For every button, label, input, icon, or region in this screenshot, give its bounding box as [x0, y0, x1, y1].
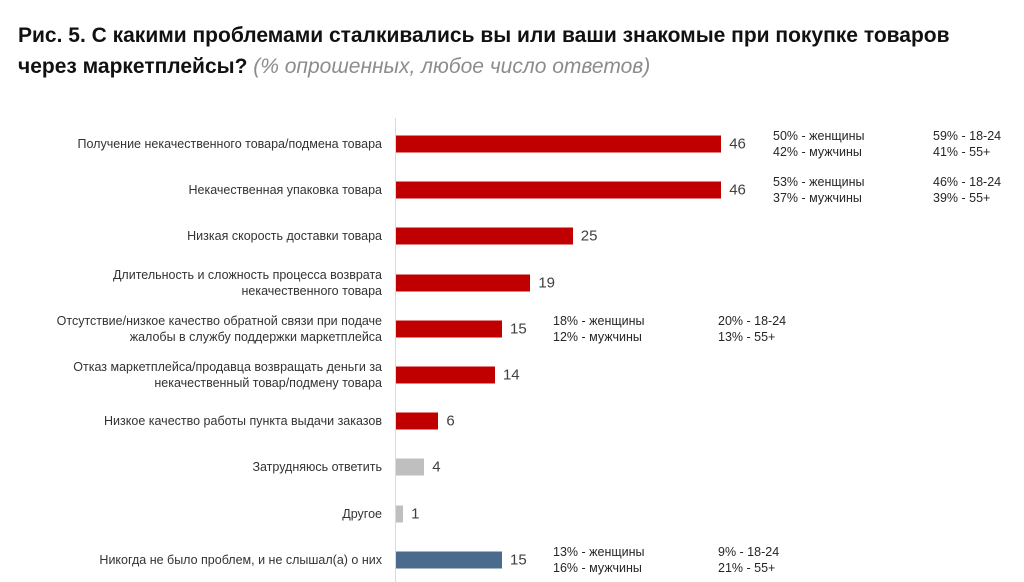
- bar: [396, 274, 531, 292]
- data-label: 15: [510, 320, 527, 338]
- bar: [396, 320, 503, 338]
- age-breakdown: 46% - 18-24 39% - 55+: [933, 174, 1001, 206]
- chart-subtitle: (% опрошенных, любое число ответов): [253, 55, 651, 78]
- age-value: 9% - 18-24: [718, 544, 780, 559]
- age-breakdown: 9% - 18-24 21% - 55+: [718, 544, 779, 576]
- gender-value: 13% - женщины: [553, 544, 645, 559]
- gender-value: 12% - мужчины: [553, 329, 642, 344]
- category-label: Затрудняюсь ответить: [252, 460, 382, 475]
- age-value: 39% - 55+: [933, 191, 991, 206]
- chart-title: Рис. 5. С какими проблемами сталкивались…: [18, 20, 1008, 82]
- age-value: 59% - 18-24: [933, 129, 1002, 143]
- data-label: 4: [432, 458, 441, 476]
- bar: [396, 412, 439, 430]
- y-axis-line: [395, 118, 396, 582]
- data-label: 1: [411, 505, 420, 523]
- gender-value: 16% - мужчины: [553, 560, 642, 575]
- category-label: Никогда не было проблем, и не слышал(а) …: [99, 552, 382, 567]
- bar: [396, 505, 404, 523]
- bar: [396, 181, 722, 199]
- category-label: Некачественная упаковка товара: [188, 183, 382, 198]
- age-value: 13% - 55+: [718, 329, 776, 344]
- age-value: 41% - 55+: [933, 145, 991, 159]
- age-value: 21% - 55+: [718, 560, 776, 575]
- age-breakdown: 59% - 18-24 41% - 55+: [933, 128, 1001, 160]
- bar: [396, 135, 722, 153]
- category-label: Отказ маркетплейса/продавца возвращать д…: [73, 360, 382, 390]
- bar: [396, 551, 503, 569]
- data-label: 46: [729, 181, 746, 199]
- data-label: 46: [729, 135, 746, 153]
- age-value: 20% - 18-24: [718, 313, 787, 328]
- gender-value: 53% - женщины: [773, 175, 865, 190]
- title-main: Рис. 5. С какими проблемами сталкивались…: [18, 24, 950, 78]
- gender-value: 37% - мужчины: [773, 191, 862, 206]
- category-label: Другое: [342, 506, 382, 521]
- category-label: Получение некачественного товара/подмена…: [77, 137, 383, 151]
- age-value: 46% - 18-24: [933, 175, 1002, 190]
- gender-breakdown: 18% - женщины 12% - мужчины: [553, 313, 645, 345]
- data-label: 14: [502, 366, 520, 384]
- category-label: Отсутствие/низкое качество обратной связ…: [56, 313, 382, 344]
- gender-breakdown: 53% - женщины 37% - мужчины: [773, 174, 865, 206]
- category-label: Низкое качество работы пункта выдачи зак…: [104, 414, 382, 429]
- data-label: 25: [580, 227, 598, 245]
- data-label: 19: [538, 274, 556, 292]
- gender-breakdown: 50% - женщины 42% - мужчины: [773, 128, 865, 160]
- gender-value: 50% - женщины: [773, 129, 865, 143]
- bar: [396, 227, 573, 245]
- category-label: Длительность и сложность процесса возвра…: [112, 267, 382, 298]
- category-label: Низкая скорость доставки товара: [187, 229, 382, 244]
- data-label: 15: [510, 551, 527, 569]
- bar: [396, 366, 495, 384]
- bar: [396, 458, 425, 476]
- gender-value: 18% - женщины: [553, 313, 645, 328]
- data-label: 6: [446, 412, 455, 430]
- gender-breakdown: 13% - женщины 16% - мужчины: [553, 544, 645, 576]
- gender-value: 42% - мужчины: [773, 145, 862, 159]
- age-breakdown: 20% - 18-24 13% - 55+: [718, 313, 786, 345]
